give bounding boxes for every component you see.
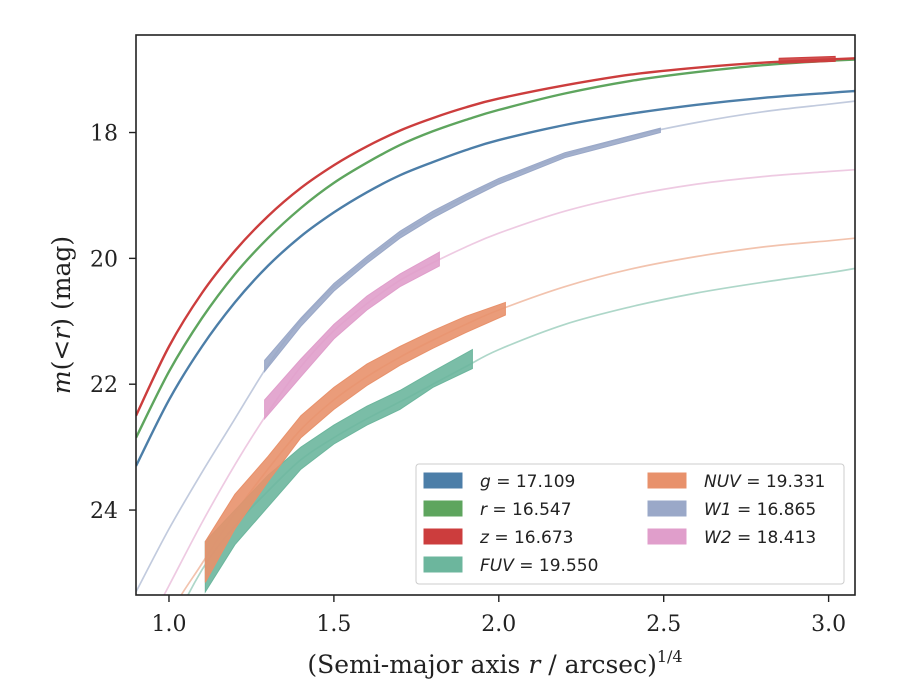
curves-layer (136, 57, 855, 595)
series-line-g (136, 89, 855, 467)
series-band-fuv (204, 348, 473, 594)
series-band-nuv (204, 301, 506, 583)
legend-label-z: z = 16.673 (479, 528, 573, 548)
series-line-z (136, 57, 855, 417)
legend-label-nuv: NUV = 19.331 (704, 472, 825, 492)
x-tick-label: 2.5 (646, 612, 681, 637)
series-band-w1 (264, 127, 661, 374)
x-axis-label: (Semi-major axis r / arcsec)1/4 (307, 647, 682, 679)
legend-label-w2: W2 = 18.413 (704, 528, 816, 548)
legend-label-w1: W1 = 16.865 (704, 500, 816, 520)
y-tick-label: 24 (90, 499, 118, 524)
bands-layer (204, 55, 836, 594)
y-axis: 18 20 22 24 (90, 122, 136, 524)
y-tick-label: 20 (90, 247, 118, 272)
x-tick-label: 2.0 (481, 612, 516, 637)
legend: g = 17.109 r = 16.547 z = 16.673 FUV = 19.5… (415, 463, 845, 585)
legend-label-g: g = 17.109 (480, 472, 575, 492)
legend-swatch-w1 (647, 500, 687, 517)
legend-swatch-w2 (647, 528, 687, 545)
legend-swatch-z (423, 528, 463, 545)
legend-frame (415, 463, 845, 585)
series-band-z (778, 55, 836, 64)
x-tick-label: 1.0 (151, 612, 186, 637)
y-axis-label: m(<r) (mag) (47, 236, 76, 394)
legend-swatch-r (423, 500, 463, 517)
plot-frame (135, 34, 856, 596)
x-axis: 1.0 1.5 2.0 2.5 3.0 (151, 595, 846, 637)
legend-swatch-fuv (423, 556, 463, 573)
legend-swatch-g (423, 472, 463, 489)
y-tick-label: 18 (90, 122, 118, 147)
legend-swatch-nuv (647, 472, 687, 489)
series-band-w2 (264, 251, 440, 421)
legend-label-r: r = 16.547 (480, 500, 572, 520)
x-tick-label: 3.0 (811, 612, 846, 637)
y-tick-label: 22 (90, 373, 118, 398)
series-line-r (136, 58, 855, 439)
legend-label-fuv: FUV = 19.550 (480, 556, 598, 576)
x-tick-label: 1.5 (316, 612, 351, 637)
